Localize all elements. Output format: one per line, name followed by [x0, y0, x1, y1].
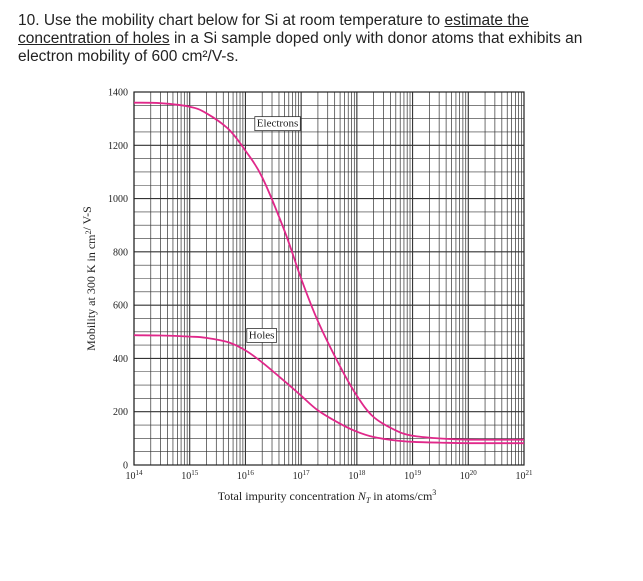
electrons-series-line	[133, 101, 525, 441]
holes-label-box	[246, 328, 277, 343]
question-text: 10. Use the mobility chart below for Si …	[18, 12, 618, 66]
question-text-part-2: in a Si sample doped only with donor ato…	[18, 30, 583, 65]
series-labels: Electrons Holes	[246, 116, 301, 343]
y-tick-label: 1200	[108, 141, 128, 152]
x-tick-label: 1016	[237, 469, 255, 482]
y-tick-label: 400	[113, 354, 128, 365]
y-axis-title: Mobility at 300 K in cm2/ V-S	[80, 206, 98, 351]
x-tick-label: 1021	[516, 469, 534, 482]
y-tick-label: 200	[113, 407, 128, 418]
x-tick-label: 1014	[126, 469, 144, 482]
holes-series-label: Holes	[249, 329, 275, 341]
y-tick-label: 0	[123, 461, 128, 472]
question-text-part-1: 10. Use the mobility chart below for Si …	[18, 12, 445, 29]
y-tick-label: 1400	[108, 88, 128, 99]
question-underlined-text: estimate the concentration of holes	[18, 12, 529, 47]
y-tick-label: 800	[113, 247, 128, 258]
x-tick-label: 1018	[348, 469, 366, 482]
series-lines	[133, 101, 525, 445]
x-tick-label: 1015	[181, 469, 199, 482]
chart-grid	[133, 91, 524, 466]
x-tick-label: 1019	[404, 469, 422, 482]
x-axis-title: Total impurity concentration NT in atoms…	[218, 488, 437, 505]
x-tick-labels: 1014 1015 1016 1017 1018 1019 1020 1021	[126, 469, 534, 482]
x-tick-label: 1020	[460, 469, 478, 482]
x-tick-label: 1017	[293, 469, 311, 482]
y-tick-label: 1000	[108, 194, 128, 205]
electrons-label-box	[254, 116, 301, 132]
plot-frame	[133, 91, 525, 466]
holes-series-line	[133, 334, 524, 445]
electrons-series-label: Electrons	[257, 118, 299, 130]
y-tick-label: 600	[113, 301, 128, 312]
y-tick-labels: 0 200 400 600 800 1000 1200 1400	[108, 88, 128, 472]
